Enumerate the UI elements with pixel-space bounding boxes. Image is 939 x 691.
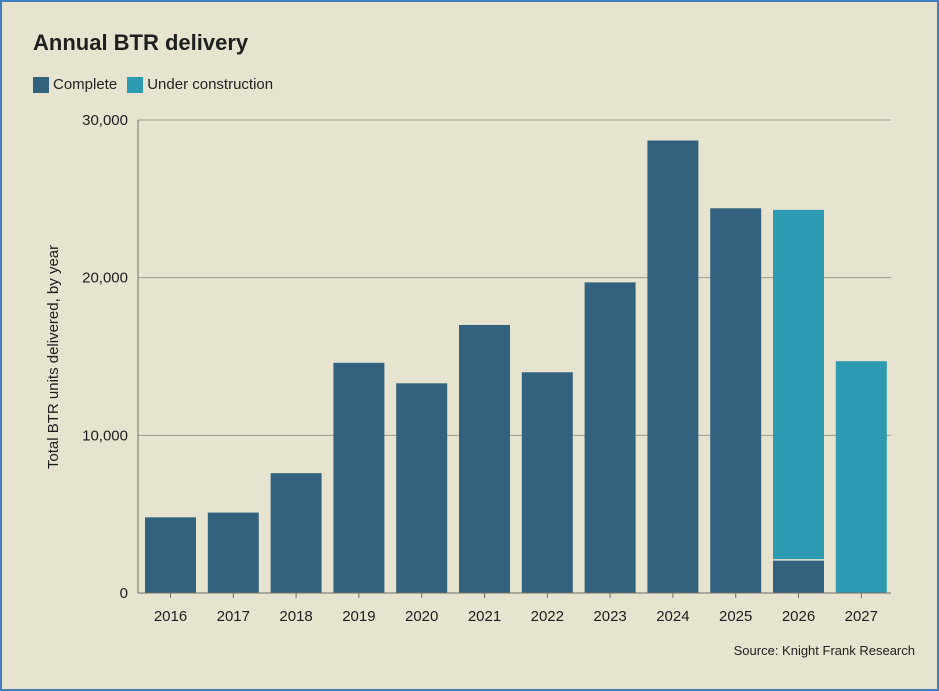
x-tick-label: 2021 [468,608,501,625]
x-tick-label: 2017 [217,608,250,625]
bar-complete-2024 [647,140,699,593]
bar-complete-2021 [459,324,510,593]
x-tick-label: 2023 [593,608,626,625]
legend-swatch-under-construction [127,76,144,93]
legend: Complete Under construction [33,76,283,93]
bar-under-construction-2027 [835,361,887,593]
source-note: Source: Knight Frank Research [733,643,915,658]
x-tick-label: 2016 [154,608,187,625]
bar-under-construction-2026 [773,209,824,560]
x-tick-label: 2024 [656,608,689,625]
bar-complete-2016 [145,517,196,593]
chart-title: Annual BTR delivery [33,30,249,55]
legend-item-complete: Complete [33,76,117,93]
bar-complete-2023 [584,282,636,593]
y-axis-label: Total BTR units delivered, by year [45,245,62,469]
bar-complete-2025 [710,208,762,593]
bar-complete-2022 [521,372,573,593]
legend-label-under-construction: Under construction [147,76,274,93]
y-tick-label: 30,000 [82,112,128,129]
gridlines [138,119,891,436]
bar-complete-2020 [396,383,448,593]
bar-complete-2026 [773,559,824,593]
legend-label-complete: Complete [53,76,118,93]
x-tick-label: 2018 [279,608,312,625]
bars [145,140,887,593]
bar-complete-2017 [207,512,259,593]
x-tick-label: 2026 [782,608,815,625]
y-tick-label: 20,000 [82,270,128,287]
legend-swatch-complete [33,76,49,93]
bar-complete-2019 [333,362,385,593]
x-tick-label: 2019 [342,608,375,625]
x-tick-label: 2027 [845,608,878,625]
y-tick-label: 10,000 [82,427,128,444]
legend-item-under-construction: Under construction [127,76,273,93]
bar-complete-2018 [270,473,322,593]
x-tick-label: 2025 [719,608,752,625]
x-tick-label: 2020 [405,608,438,625]
y-tick-label: 0 [120,585,128,602]
x-tick-label: 2022 [531,608,564,625]
axes: 0 10,000 20,000 30,000 2016 2017 2018 2019 2020 2… [82,112,891,625]
